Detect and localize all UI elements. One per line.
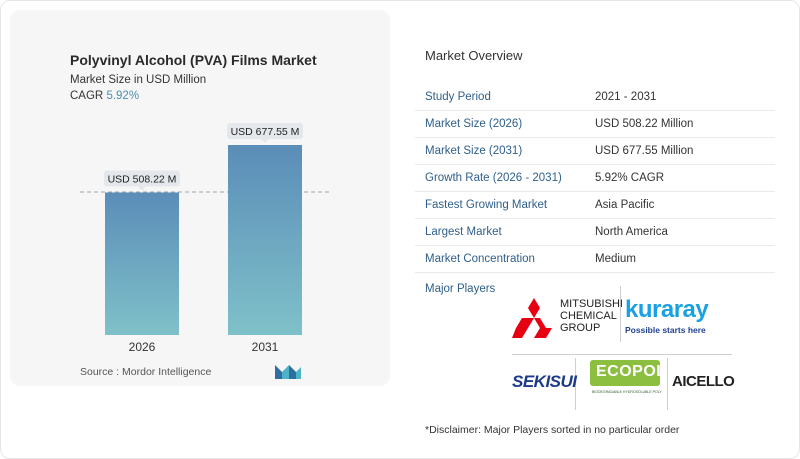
overview-row: Market Size (2031) USD 677.55 Million <box>415 138 775 165</box>
overview-row: Fastest Growing Market Asia Pacific <box>415 192 775 219</box>
mitsubishi-logo-text: MITSUBISHI CHEMICAL GROUP <box>560 298 623 334</box>
data-label: USD 677.55 M <box>231 126 300 138</box>
overview-row: Market Concentration Medium <box>415 246 775 273</box>
mitsubishi-line-2: CHEMICAL <box>560 310 617 322</box>
kuraray-logo-text: kuraray <box>625 296 709 323</box>
x-tick-label: 2031 <box>252 340 279 354</box>
cagr-value: 5.92% <box>106 90 140 102</box>
row-value: North America <box>595 226 668 238</box>
row-value: Asia Pacific <box>595 199 655 211</box>
row-key: Market Concentration <box>425 253 535 265</box>
logo-divider <box>667 358 668 410</box>
sekisui-logo-text: SEKISUI <box>512 372 577 391</box>
mordor-intelligence-logo-icon <box>275 365 301 379</box>
cagr: CAGR 5.92% <box>70 90 139 102</box>
cagr-label: CAGR <box>70 90 104 102</box>
x-tick-label: 2026 <box>129 340 156 354</box>
row-key: Growth Rate (2026 - 2031) <box>425 172 562 184</box>
ecopol-tagline: BIODEGRADABLE HYDROSOLUBLE POLYMERS <box>592 390 662 394</box>
row-key: Fastest Growing Market <box>425 199 548 211</box>
row-key: Study Period <box>425 91 491 103</box>
market-overview-title: Market Overview <box>425 48 523 63</box>
row-value: USD 508.22 Million <box>595 118 694 130</box>
overview-table: Study Period 2021 - 2031 Market Size (202… <box>415 84 775 273</box>
mitsubishi-line-1: MITSUBISHI <box>560 298 623 310</box>
bar-chart: USD 508.22 M 2026 USD 677.55 M 2031 <box>80 123 330 354</box>
logo-divider <box>575 358 576 410</box>
row-value: 5.92% CAGR <box>595 172 665 184</box>
data-label-background <box>227 123 303 139</box>
major-players-logos: MITSUBISHI CHEMICAL GROUP kuraray Possib… <box>512 286 735 410</box>
ecopol-logo-text: ECOPOL <box>596 363 667 380</box>
mitsubishi-diamonds-icon <box>512 298 552 338</box>
major-players-title: Major Players <box>425 283 496 295</box>
chart-subtitle: Market Size in USD Million <box>70 74 207 86</box>
row-key: Market Size (2031) <box>425 145 523 157</box>
ecopol-logo-badge <box>590 360 660 386</box>
overview-row: Study Period 2021 - 2031 <box>415 84 775 111</box>
data-label: USD 508.22 M <box>108 173 177 185</box>
chart-card <box>10 10 390 386</box>
row-key: Largest Market <box>425 226 502 238</box>
row-key: Market Size (2026) <box>425 118 523 130</box>
data-label-pointer <box>138 186 146 191</box>
bar-2026 <box>105 192 179 335</box>
logo-divider <box>620 286 621 342</box>
bar-2031 <box>228 145 302 335</box>
disclaimer-text: *Disclaimer: Major Players sorted in no … <box>425 424 680 436</box>
row-value: 2021 - 2031 <box>595 91 657 103</box>
row-value: Medium <box>595 253 636 265</box>
chart-title: Polyvinyl Alcohol (PVA) Films Market <box>70 52 317 68</box>
mitsubishi-line-3: GROUP <box>560 322 601 334</box>
data-label-background <box>104 170 180 187</box>
data-label-pointer <box>261 139 269 143</box>
kuraray-tagline: Possible starts here <box>625 325 706 335</box>
overview-row: Growth Rate (2026 - 2031) 5.92% CAGR <box>415 165 775 192</box>
logo-divider <box>512 354 732 355</box>
source-text: Source : Mordor Intelligence <box>80 366 212 378</box>
row-value: USD 677.55 Million <box>595 145 694 157</box>
overview-row: Market Size (2026) USD 508.22 Million <box>415 111 775 138</box>
overview-row: Largest Market North America <box>415 219 775 246</box>
aicello-logo-text: AICELLO <box>672 373 735 390</box>
